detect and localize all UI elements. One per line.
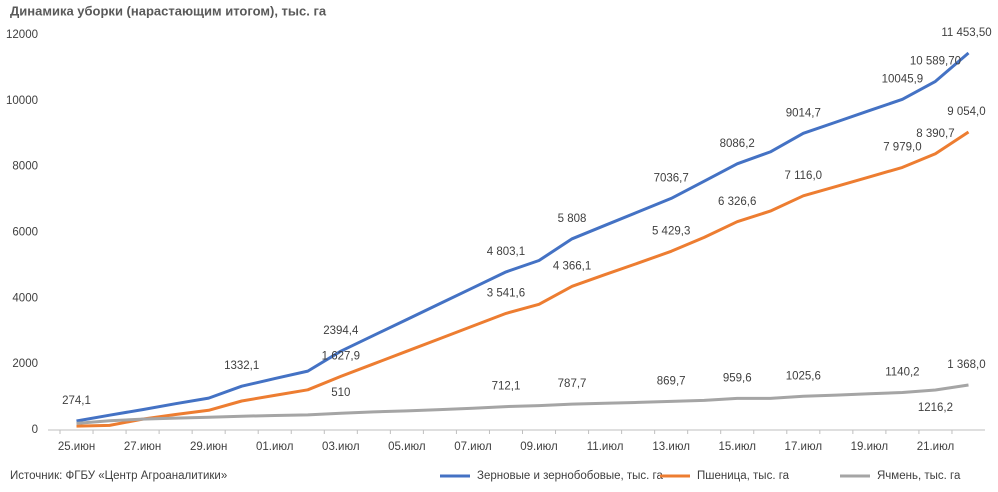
y-tick-label: 0 xyxy=(32,424,38,436)
y-tick-label: 12000 xyxy=(6,29,38,41)
y-tick-label: 10000 xyxy=(6,95,38,107)
data-label: 712,1 xyxy=(492,381,521,393)
data-label: 787,7 xyxy=(558,378,587,390)
x-tick-label: 17.июл xyxy=(785,441,823,453)
data-label: 869,7 xyxy=(657,375,686,387)
x-tick-label: 29.июн xyxy=(190,441,227,453)
y-tick-label: 4000 xyxy=(12,292,38,304)
series-line xyxy=(76,130,970,428)
x-tick-label: 05.июл xyxy=(388,441,426,453)
data-label: 7 979,0 xyxy=(883,141,921,153)
x-tick-label: 15.июл xyxy=(718,441,756,453)
series-line xyxy=(76,383,969,425)
data-label: 274,1 xyxy=(62,395,91,407)
data-label: 1 627,9 xyxy=(322,350,360,362)
data-label: 10 589,70 xyxy=(910,55,961,67)
data-label: 959,6 xyxy=(723,372,752,384)
data-label: 10045,9 xyxy=(882,73,924,85)
x-tick-label: 09.июл xyxy=(520,441,558,453)
y-tick-label: 2000 xyxy=(12,358,38,370)
chart-title: Динамика уборки (нарастающим итогом), ты… xyxy=(10,3,327,18)
data-label: 1 368,0 xyxy=(947,359,985,371)
x-tick-label: 07.июл xyxy=(454,441,492,453)
legend-label: Зерновые и зернобобовые, тыс. га xyxy=(477,470,663,482)
data-label: 9 054,0 xyxy=(947,106,985,118)
data-label: 2394,4 xyxy=(323,325,359,337)
data-label: 8086,2 xyxy=(720,138,755,150)
data-label: 5 429,3 xyxy=(652,225,690,237)
x-tick-label: 25.июн xyxy=(58,441,95,453)
x-tick-label: 11.июл xyxy=(587,441,624,453)
data-label: 7036,7 xyxy=(654,172,689,184)
x-tick-label: 27.июн xyxy=(124,441,161,453)
data-label: 4 803,1 xyxy=(487,246,525,258)
data-label: 6 326,6 xyxy=(718,196,756,208)
y-tick-label: 6000 xyxy=(12,227,38,239)
data-label: 3 541,6 xyxy=(487,287,525,299)
data-label: 8 390,7 xyxy=(916,128,954,140)
data-label: 7 116,0 xyxy=(785,170,823,182)
x-tick-label: 01.июл xyxy=(256,441,294,453)
data-label: 5 808 xyxy=(558,213,587,225)
data-label: 510 xyxy=(331,387,350,399)
x-tick-label: 13.июл xyxy=(652,441,690,453)
series-line xyxy=(76,51,970,423)
data-label: 1140,2 xyxy=(885,366,919,378)
data-label: 9014,7 xyxy=(786,107,821,119)
legend-label: Ячмень, тыс. га xyxy=(877,470,961,482)
data-label: 1216,2 xyxy=(918,402,953,414)
data-label: 4 366,1 xyxy=(553,260,591,272)
x-tick-label: 19.июл xyxy=(851,441,889,453)
x-tick-label: 21.июл xyxy=(917,441,955,453)
source-note: Источник: ФГБУ «Центр Агроаналитики» xyxy=(10,470,227,482)
data-label: 1025,6 xyxy=(786,370,821,382)
y-tick-label: 8000 xyxy=(12,161,38,173)
x-tick-label: 03.июл xyxy=(322,441,360,453)
legend-label: Пшеница, тыс. га xyxy=(697,470,790,482)
data-label: 11 453,50 xyxy=(941,27,991,39)
data-label: 1332,1 xyxy=(224,360,259,372)
